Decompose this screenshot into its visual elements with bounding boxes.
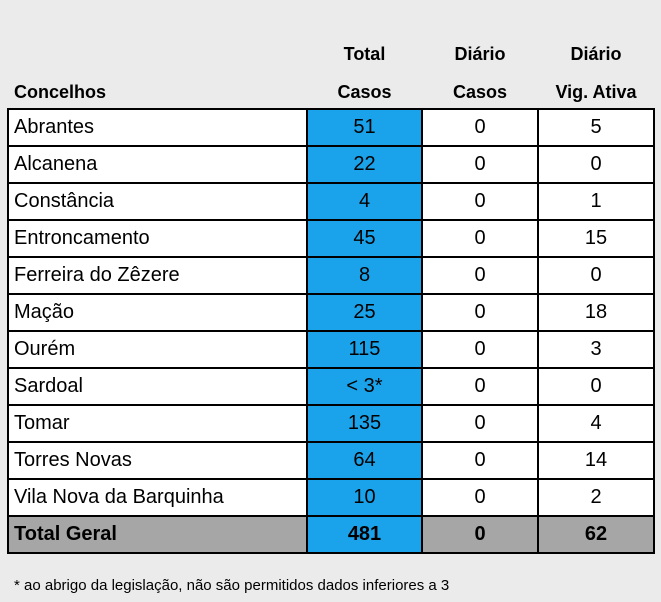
vig-ativa-cell: 3 (537, 330, 655, 369)
table-row: Sardoal < 3* 0 0 (7, 367, 655, 406)
total-casos-cell: 115 (306, 330, 423, 369)
vig-ativa-cell: 2 (537, 478, 655, 517)
table-row: Mação 25 0 18 (7, 293, 655, 332)
table-row: Entroncamento 45 0 15 (7, 219, 655, 258)
diario-casos-cell: 0 (421, 219, 539, 258)
diario-casos-cell: 0 (421, 256, 539, 295)
vig-ativa-cell: 0 (537, 367, 655, 406)
table-row: Alcanena 22 0 0 (7, 145, 655, 184)
concelho-cell: Vila Nova da Barquinha (7, 478, 308, 517)
diario-casos-cell: 0 (421, 478, 539, 517)
table-row: Tomar 135 0 4 (7, 404, 655, 443)
header-concelhos: Concelhos (14, 82, 107, 102)
vig-ativa-cell: 18 (537, 293, 655, 332)
total-casos-cell: 10 (306, 478, 423, 517)
diario-casos-cell: 0 (421, 515, 539, 554)
footnote: * ao abrigo da legislação, não são permi… (14, 577, 450, 594)
table-row: Constância 4 0 1 (7, 182, 655, 221)
diario-casos-cell: 0 (421, 145, 539, 184)
diario-casos-cell: 0 (421, 293, 539, 332)
total-casos-cell: 135 (306, 404, 423, 443)
concelho-cell: Ferreira do Zêzere (7, 256, 308, 295)
vig-ativa-cell: 62 (537, 515, 655, 554)
concelho-cell: Sardoal (7, 367, 308, 406)
table-header: Concelhos Total Casos Diário Casos Diári… (0, 0, 661, 108)
total-casos-cell: 25 (306, 293, 423, 332)
total-casos-cell: 45 (306, 219, 423, 258)
concelho-cell: Ourém (7, 330, 308, 369)
vig-ativa-cell: 0 (537, 145, 655, 184)
concelho-cell: Total Geral (7, 515, 308, 554)
concelho-cell: Abrantes (7, 108, 308, 147)
table-row: Ourém 115 0 3 (7, 330, 655, 369)
diario-casos-cell: 0 (421, 108, 539, 147)
total-casos-cell: 51 (306, 108, 423, 147)
diario-casos-cell: 0 (421, 441, 539, 480)
concelho-cell: Torres Novas (7, 441, 308, 480)
header-diario-line1: Diário (454, 44, 506, 64)
vig-ativa-cell: 0 (537, 256, 655, 295)
total-casos-cell: 22 (306, 145, 423, 184)
header-total-line2: Casos (337, 82, 392, 102)
cases-table: Abrantes 51 0 5 Alcanena 22 0 0 Constância 4 0 1 Ent… (7, 108, 655, 554)
concelho-cell: Constância (7, 182, 308, 221)
header-vig-line1: Diário (570, 44, 622, 64)
header-vig-line2: Vig. Ativa (555, 82, 637, 102)
total-row: Total Geral 481 0 62 (7, 515, 655, 554)
table-row: Vila Nova da Barquinha 10 0 2 (7, 478, 655, 517)
diario-casos-cell: 0 (421, 330, 539, 369)
table-row: Torres Novas 64 0 14 (7, 441, 655, 480)
header-diario-line2: Casos (452, 82, 508, 102)
header-total-line1: Total (343, 44, 386, 64)
vig-ativa-cell: 14 (537, 441, 655, 480)
total-casos-cell: 8 (306, 256, 423, 295)
table-row: Ferreira do Zêzere 8 0 0 (7, 256, 655, 295)
table-row: Abrantes 51 0 5 (7, 108, 655, 147)
concelho-cell: Tomar (7, 404, 308, 443)
concelho-cell: Alcanena (7, 145, 308, 184)
diario-casos-cell: 0 (421, 367, 539, 406)
total-casos-cell: 64 (306, 441, 423, 480)
diario-casos-cell: 0 (421, 182, 539, 221)
vig-ativa-cell: 5 (537, 108, 655, 147)
total-casos-cell: < 3* (306, 367, 423, 406)
concelho-cell: Mação (7, 293, 308, 332)
vig-ativa-cell: 15 (537, 219, 655, 258)
diario-casos-cell: 0 (421, 404, 539, 443)
vig-ativa-cell: 4 (537, 404, 655, 443)
total-casos-cell: 4 (306, 182, 423, 221)
vig-ativa-cell: 1 (537, 182, 655, 221)
concelho-cell: Entroncamento (7, 219, 308, 258)
total-casos-cell: 481 (306, 515, 423, 554)
